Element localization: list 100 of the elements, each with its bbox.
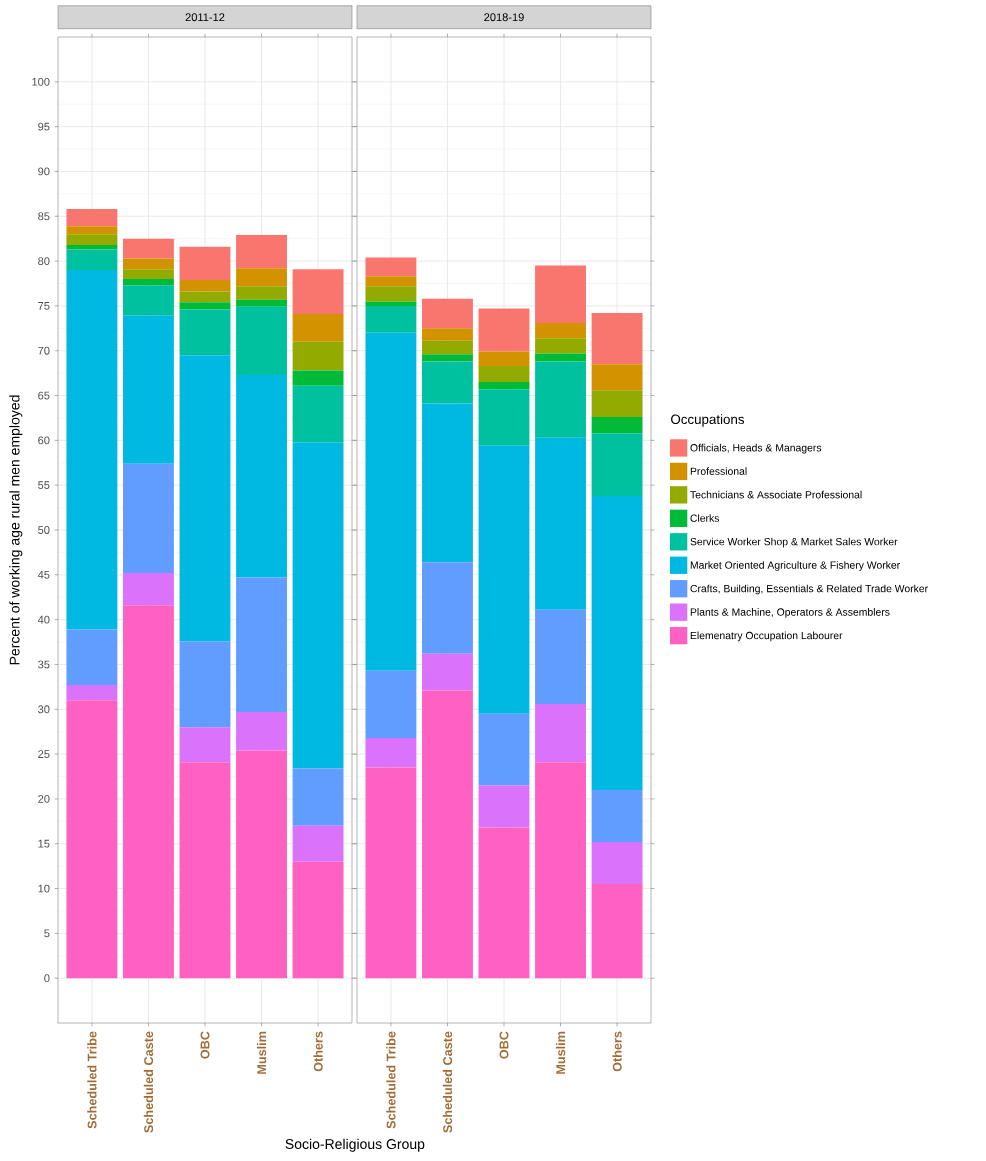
bar (422, 328, 473, 341)
bar (179, 309, 231, 356)
bar (123, 238, 174, 259)
bar (535, 609, 586, 704)
bar (365, 332, 417, 671)
bar (422, 653, 473, 691)
y-tick-label: 15 (38, 839, 50, 848)
chart-title: 2011-12 (185, 13, 225, 22)
bar (478, 389, 530, 446)
bar (478, 365, 530, 383)
bar (66, 629, 118, 686)
bar (123, 269, 174, 280)
bar (422, 690, 473, 979)
bar (236, 286, 287, 300)
bar (591, 884, 643, 979)
bar (422, 361, 473, 404)
bar (66, 226, 118, 235)
bar (123, 605, 174, 979)
legend-label: Professional (690, 467, 747, 475)
y-tick-label: 50 (38, 526, 50, 534)
y-tick-label: 90 (38, 167, 50, 176)
bar (123, 463, 174, 574)
x-tick-label: Scheduled Tribe (386, 1031, 396, 1129)
bar (478, 713, 530, 786)
y-tick-label: 30 (38, 705, 50, 714)
bar (236, 306, 287, 375)
bar (591, 313, 643, 365)
bar (591, 390, 643, 418)
bar (535, 353, 586, 362)
bar (66, 234, 118, 245)
bar (478, 827, 530, 979)
legend-label: Market Oriented Agriculture & Fishery Worker (690, 561, 900, 571)
bar (591, 433, 643, 496)
bar (292, 341, 344, 371)
bar (365, 670, 417, 738)
bar (535, 322, 586, 339)
y-tick-label: 0 (44, 974, 50, 983)
x-tick-label: Others (612, 1031, 622, 1072)
x-axis-title: Socio-Religious Group (285, 1138, 425, 1152)
bar (591, 841, 643, 885)
y-tick-label: 95 (38, 122, 50, 131)
bar (236, 711, 287, 751)
bar (179, 355, 231, 642)
bar (535, 265, 586, 323)
bar (292, 313, 344, 342)
bar (123, 258, 174, 270)
x-tick-label: OBC (499, 1031, 509, 1059)
bar (179, 727, 231, 763)
bar (478, 308, 530, 352)
legend-label: Crafts, Building, Essentials & Related Trade Worker (690, 584, 928, 595)
x-tick-label: OBC (200, 1031, 210, 1059)
x-tick-label: Muslim (256, 1031, 267, 1074)
bar (292, 442, 344, 769)
bar (292, 768, 344, 826)
legend-title: Occupations (671, 414, 745, 427)
bar (478, 351, 530, 366)
bar (236, 268, 287, 287)
bar (292, 269, 344, 314)
y-axis-title: Percent of working age rural men employed (9, 395, 23, 665)
bar (179, 246, 231, 280)
bar (591, 789, 643, 842)
x-tick-label: Scheduled Caste (442, 1031, 453, 1133)
legend-label: Technicians & Associate Professional (690, 490, 862, 499)
bar (236, 750, 287, 979)
legend-label: Officials, Heads & Managers (690, 443, 822, 454)
bar (66, 270, 118, 630)
y-tick-label: 75 (38, 302, 50, 310)
bar (591, 417, 643, 434)
bar (179, 762, 231, 979)
y-tick-label: 25 (38, 750, 50, 758)
bar (365, 276, 417, 287)
bar (422, 562, 473, 654)
bar (179, 302, 231, 310)
x-tick-label: Muslim (555, 1031, 566, 1074)
bar (535, 338, 586, 354)
bar (179, 279, 231, 292)
x-tick-label: Scheduled Tribe (87, 1031, 97, 1129)
bar (236, 374, 287, 578)
y-tick-label: 60 (38, 436, 50, 445)
legend-label: Elemenatry Occupation Labourer (690, 631, 843, 642)
bar (66, 209, 118, 227)
bar (535, 437, 586, 610)
bar (365, 286, 417, 302)
y-tick-label: 10 (38, 884, 50, 893)
bar (123, 573, 174, 606)
bar (365, 305, 417, 333)
bar (535, 703, 586, 763)
y-tick-label: 70 (38, 346, 50, 355)
bar (123, 285, 174, 316)
y-tick-label: 55 (38, 481, 50, 490)
bar (292, 825, 344, 862)
bar (422, 298, 473, 329)
bar (179, 641, 231, 728)
bar (365, 257, 417, 277)
x-tick-label: Scheduled Caste (143, 1031, 154, 1133)
bar (422, 340, 473, 355)
bar (66, 249, 118, 271)
y-tick-label: 85 (38, 212, 50, 221)
bar (292, 861, 344, 979)
bar (365, 301, 417, 306)
